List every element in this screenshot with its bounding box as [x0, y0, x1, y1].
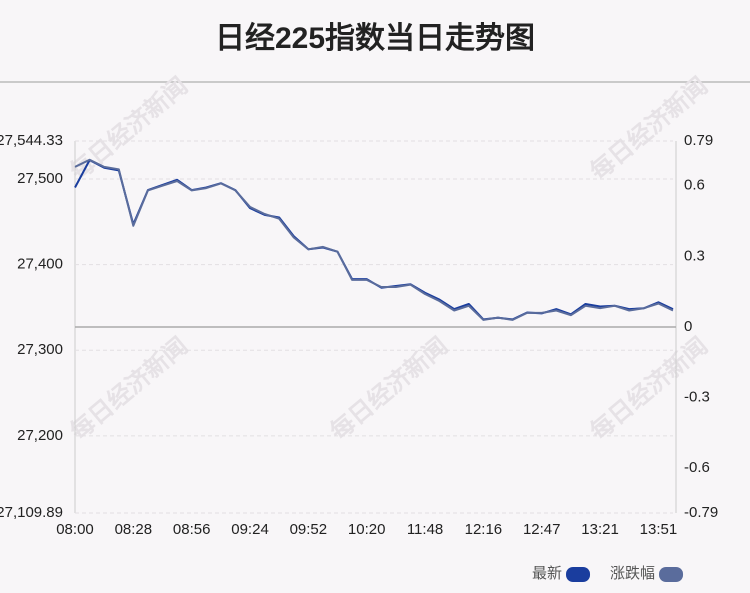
x-tick-label: 08:56: [173, 521, 211, 538]
legend-swatch: [659, 567, 684, 582]
y-tick-label: 27,400: [17, 256, 63, 273]
legend-label: 涨跌幅: [610, 565, 655, 582]
y2-tick-label: -0.79: [684, 504, 718, 521]
y2-tick-label: -0.3: [684, 389, 710, 406]
y-tick-label: 27,300: [17, 341, 63, 358]
x-tick-label: 12:47: [523, 521, 561, 538]
x-tick-label: 09:52: [290, 521, 328, 538]
x-tick-label: 12:16: [465, 521, 503, 538]
x-tick-label: 10:20: [348, 521, 386, 538]
y2-tick-label: 0: [684, 318, 692, 335]
x-tick-label: 13:51: [640, 521, 678, 538]
y-tick-label: 27,109.89: [0, 504, 63, 521]
y-tick-label: 27,500: [17, 170, 63, 187]
y2-tick-label: 0.79: [684, 132, 713, 149]
x-tick-label: 09:24: [231, 521, 269, 538]
x-tick-label: 08:00: [56, 521, 94, 538]
series-line: [74, 158, 674, 321]
x-tick-label: 08:28: [115, 521, 153, 538]
y-tick-label: 27,544.33: [0, 132, 63, 149]
y2-tick-label: 0.3: [684, 247, 705, 264]
x-tick-label: 11:48: [407, 521, 443, 538]
y2-tick-label: 0.6: [684, 177, 705, 194]
x-tick-label: 13:21: [581, 521, 619, 538]
legend-swatch: [566, 567, 591, 582]
y-tick-label: 27,200: [17, 427, 63, 444]
y2-tick-label: -0.6: [684, 459, 710, 476]
legend-label: 最新: [532, 565, 562, 582]
chart-title: 日经225指数当日走势图: [215, 21, 535, 55]
